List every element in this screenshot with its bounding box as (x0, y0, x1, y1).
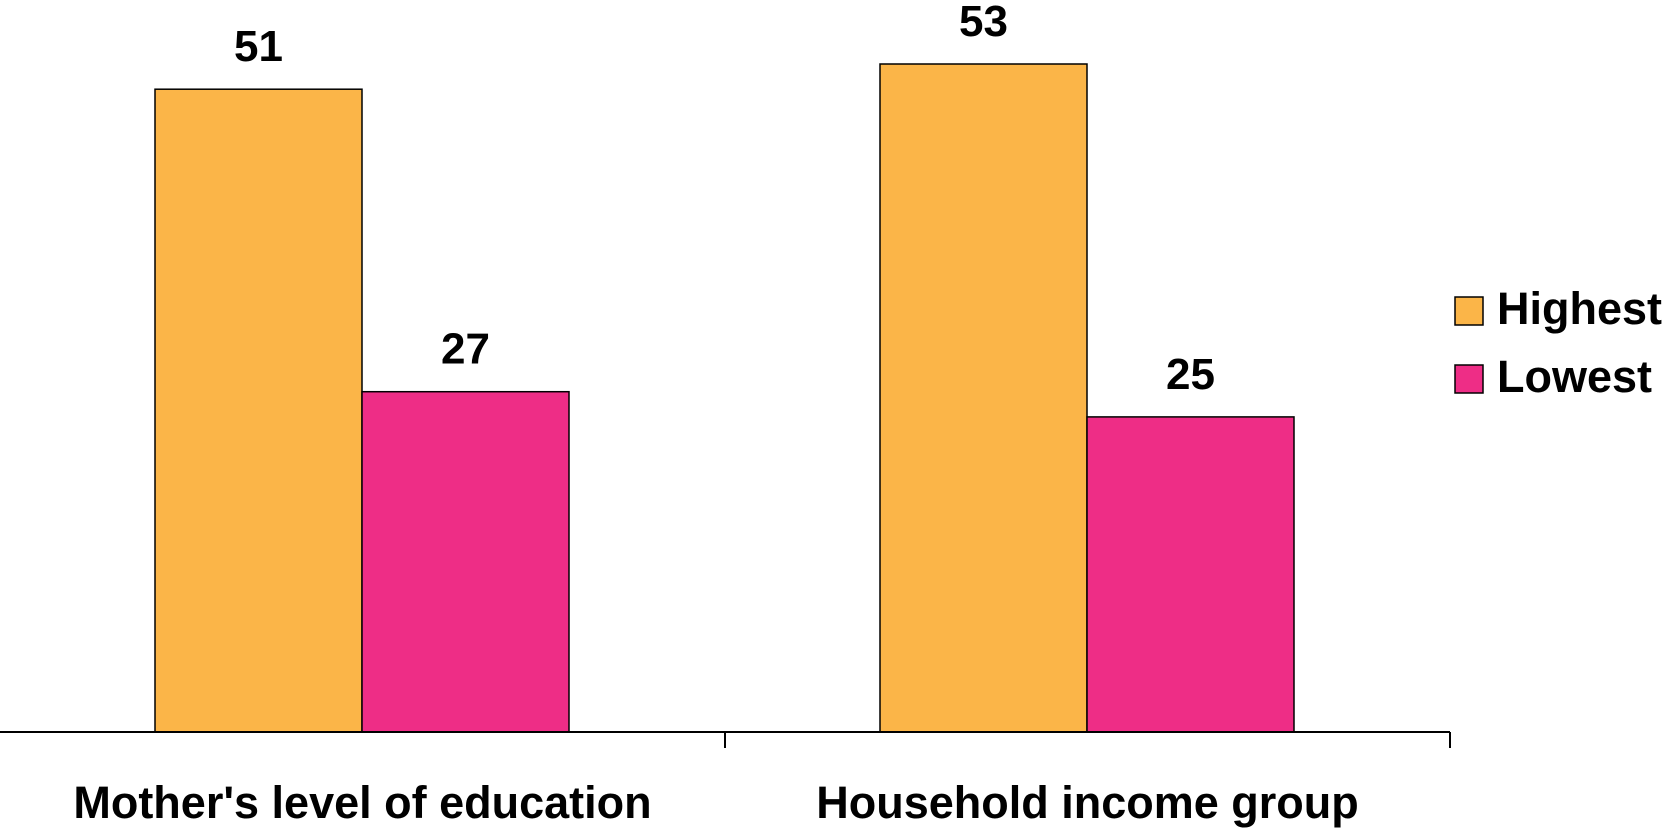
bar-lowest-0 (361, 390, 570, 733)
data-label-lowest-1: 25 (1166, 350, 1215, 399)
legend-label-highest: Highest (1497, 283, 1662, 334)
bar-highest-0 (154, 88, 363, 733)
bar-lowest-1 (1086, 416, 1295, 733)
data-label-lowest-0: 27 (441, 325, 490, 374)
bars-layer (154, 63, 1295, 733)
data-label-highest-1: 53 (959, 0, 1008, 46)
bar-highest-1 (879, 63, 1088, 733)
legend-label-lowest: Lowest (1497, 351, 1652, 402)
data-label-highest-0: 51 (234, 22, 283, 71)
category-label-0: Mother's level of education (73, 777, 651, 828)
legend-swatch-highest (1454, 296, 1484, 326)
x-axis: Mother's level of education Household inc… (0, 731, 1451, 828)
legend: Highest Lowest (1454, 283, 1662, 402)
legend-swatch-lowest (1454, 364, 1484, 394)
data-labels-layer: 51 27 53 25 (234, 0, 1215, 399)
category-label-1: Household income group (816, 777, 1359, 828)
